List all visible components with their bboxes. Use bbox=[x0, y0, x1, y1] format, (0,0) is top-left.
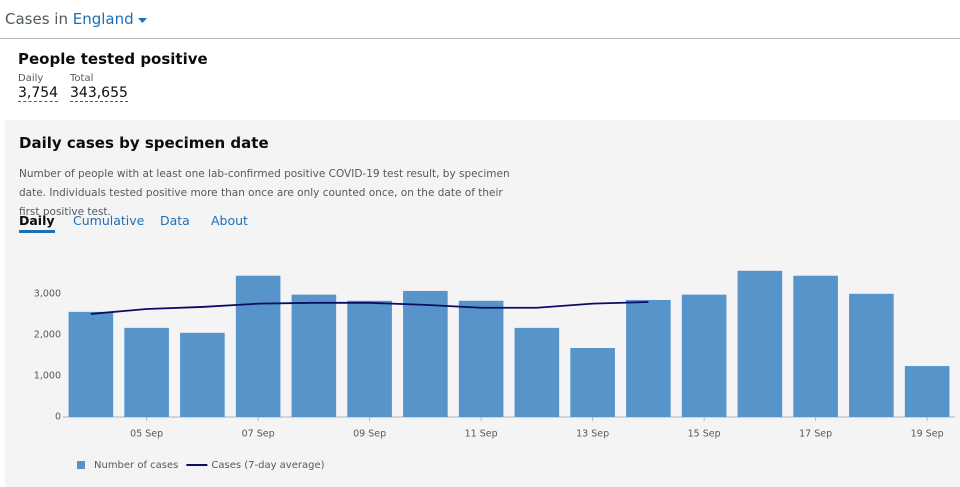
header-prefix: Cases in bbox=[5, 10, 68, 28]
legend-label: Number of cases bbox=[94, 460, 178, 471]
bar bbox=[124, 327, 169, 417]
x-tick-label: 09 Sep bbox=[353, 429, 386, 440]
y-tick-label: 1,000 bbox=[34, 370, 61, 381]
divider bbox=[0, 38, 960, 39]
panel-description: Number of people with at least one lab-c… bbox=[19, 168, 510, 218]
y-tick-label: 2,000 bbox=[34, 329, 61, 340]
summary-title: People tested positive bbox=[18, 50, 208, 68]
bar bbox=[514, 327, 560, 417]
x-tick-label: 05 Sep bbox=[130, 429, 163, 440]
bar bbox=[793, 275, 838, 417]
bar bbox=[737, 270, 783, 417]
bar bbox=[681, 294, 727, 417]
x-tick-label: 19 Sep bbox=[911, 429, 944, 440]
bar bbox=[180, 332, 225, 417]
y-tick-label: 0 bbox=[55, 412, 61, 423]
tab[interactable]: Daily bbox=[19, 213, 55, 233]
total-value[interactable]: 343,655 bbox=[70, 85, 128, 102]
bar bbox=[68, 311, 114, 417]
line bbox=[90, 301, 649, 315]
y-tick-label: 3,000 bbox=[34, 288, 61, 299]
bar bbox=[347, 300, 392, 417]
chart: 0 1,000 2,000 3,000 05 Sep 07 Sep 09 Sep 11 Sep… bbox=[34, 270, 955, 471]
tab[interactable]: About bbox=[211, 213, 248, 228]
area-header[interactable]: Cases in England bbox=[5, 10, 148, 28]
daily-label: Daily bbox=[18, 73, 44, 84]
legend-label: Cases (7-day average) bbox=[211, 460, 324, 471]
bar bbox=[626, 299, 671, 417]
bar bbox=[904, 366, 950, 417]
x-tick-label: 11 Sep bbox=[465, 429, 498, 440]
x-tick-label: 17 Sep bbox=[799, 429, 832, 440]
legend-swatch bbox=[77, 461, 85, 469]
bar bbox=[235, 275, 281, 417]
bar bbox=[458, 300, 504, 417]
daily-value[interactable]: 3,754 bbox=[18, 85, 59, 102]
area-selector[interactable]: England bbox=[72, 10, 134, 28]
total-label: Total bbox=[70, 73, 94, 84]
x-tick-label: 07 Sep bbox=[242, 429, 275, 440]
tab[interactable]: Cumulative bbox=[73, 213, 145, 228]
bar bbox=[291, 294, 337, 417]
bar bbox=[570, 348, 615, 417]
x-tick-label: 15 Sep bbox=[688, 429, 721, 440]
tab[interactable]: Data bbox=[160, 213, 190, 228]
x-tick-label: 13 Sep bbox=[576, 429, 609, 440]
bar bbox=[403, 290, 448, 417]
dropdown-icon bbox=[138, 18, 148, 23]
bar bbox=[849, 293, 894, 417]
panel-title: Daily cases by specimen date bbox=[19, 134, 269, 152]
